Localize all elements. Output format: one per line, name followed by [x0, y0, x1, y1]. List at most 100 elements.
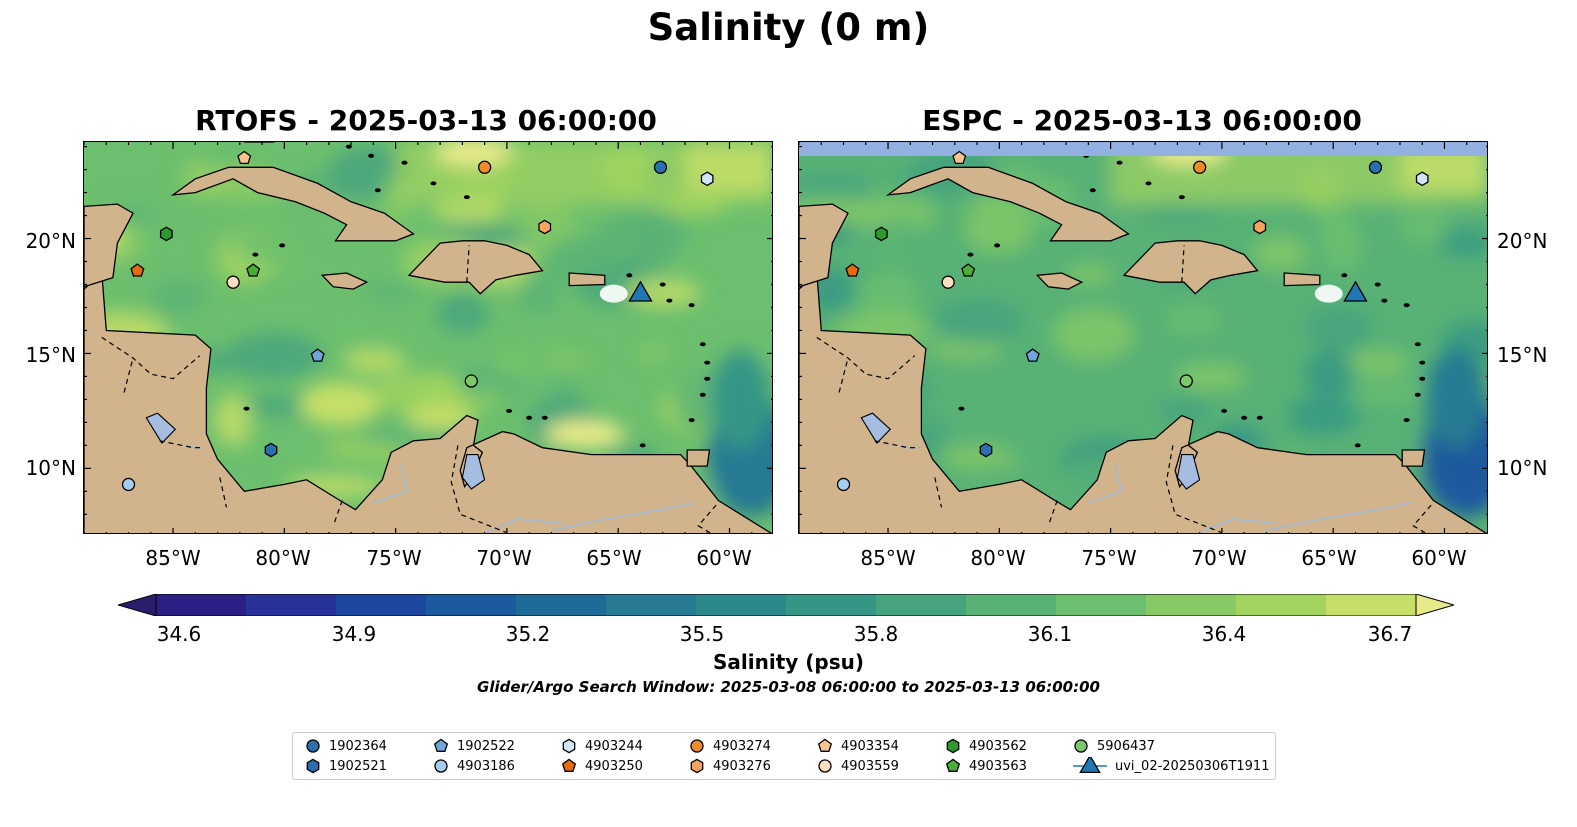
- espc-platform-1902364: [1368, 160, 1383, 174]
- legend-marker: [945, 758, 961, 772]
- rtofs-platform-uvi_02-20250306T1911: [628, 280, 653, 302]
- rtofs-platform-1902364: [653, 160, 668, 174]
- espc-platform-4903276: [1253, 219, 1267, 235]
- legend-marker: [817, 738, 833, 752]
- legend-item-4903186: 4903186: [433, 757, 515, 775]
- rtofs-panel-title: RTOFS - 2025-03-13 06:00:00: [195, 104, 657, 137]
- legend-label: 1902521: [329, 758, 387, 774]
- colorbar-tick-label: 34.6: [156, 622, 202, 646]
- espc-platform-uvi_02-20250306T1911: [1343, 280, 1368, 302]
- legend-label: 4903244: [585, 738, 643, 754]
- lon-label-65w: 65°W: [586, 546, 642, 570]
- legend-marker: [433, 738, 449, 752]
- lon-label-85w: 85°W: [145, 546, 201, 570]
- legend-item-1902522: 1902522: [433, 737, 515, 755]
- espc-land: [1035, 272, 1084, 290]
- lon-label-60w-right: 60°W: [1411, 546, 1467, 570]
- colorbar-bin: [1236, 594, 1327, 616]
- legend-label: 4903563: [969, 758, 1027, 774]
- legend-marker: [818, 759, 832, 773]
- rtofs-platform-4903276: [538, 219, 552, 235]
- lat-label-10n: 10°N: [25, 456, 76, 480]
- legend-item-uvi_02-20250306T1911: uvi_02-20250306T1911: [1073, 757, 1269, 775]
- espc-land: [799, 203, 849, 288]
- colorbar-tick-label: 36.7: [1367, 622, 1413, 646]
- colorbar-under-extension: [116, 593, 157, 617]
- lon-label-75w: 75°W: [366, 546, 422, 570]
- legend-item-4903563: 4903563: [945, 757, 1027, 775]
- rtofs-land: [407, 240, 544, 295]
- legend-label: uvi_02-20250306T1911: [1115, 758, 1270, 774]
- pentagon-marker-icon: [561, 758, 577, 772]
- platform-legend: 1902364 1902521 1902522 4903186 4903244 49032…: [292, 732, 1276, 780]
- lon-label-60w: 60°W: [696, 546, 752, 570]
- espc-land: [1283, 272, 1321, 287]
- espc-platform-4903354: [952, 150, 967, 165]
- lon-label-70w-right: 70°W: [1191, 546, 1247, 570]
- pentagon-marker-icon: [817, 738, 833, 752]
- rtofs-platform-4903559: [226, 275, 240, 289]
- espc-nodata-strip: [799, 142, 1487, 156]
- legend-marker: [1074, 739, 1088, 753]
- colorbar-bin: [966, 594, 1057, 616]
- espc-map[interactable]: [798, 141, 1488, 534]
- colorbar-bin: [336, 594, 427, 616]
- legend-marker: [562, 738, 576, 754]
- colorbar-bin: [516, 594, 607, 616]
- rtofs-platform-4903562: [159, 226, 173, 242]
- colorbar-tick-label: 36.4: [1201, 622, 1247, 646]
- circle-marker-icon: [306, 739, 320, 753]
- hexagon-marker-icon: [946, 738, 960, 754]
- colorbar-bin: [246, 594, 337, 616]
- circle-marker-icon: [434, 759, 448, 773]
- lat-label-20n-right: 20°N: [1497, 229, 1548, 253]
- colorbar-tick-label: 35.5: [679, 622, 725, 646]
- legend-item-1902521: 1902521: [305, 757, 387, 775]
- legend-item-5906437: 5906437: [1073, 737, 1155, 755]
- rtofs-platform-5906437: [464, 374, 478, 388]
- espc-platform-4903559: [941, 275, 955, 289]
- legend-label: 4903186: [457, 758, 515, 774]
- rtofs-platform-1902521: [264, 442, 278, 458]
- rtofs-platform-4903244: [700, 171, 714, 187]
- rtofs-land: [170, 166, 415, 242]
- colorbar-bin: [786, 594, 877, 616]
- espc-platform-5906437: [1179, 374, 1193, 388]
- legend-marker: [561, 758, 577, 772]
- rtofs-platform-4903354: [237, 150, 252, 165]
- colorbar-bin: [606, 594, 697, 616]
- legend-label: 1902522: [457, 738, 515, 754]
- colorbar-tick-label: 35.8: [853, 622, 899, 646]
- lon-label-85w-right: 85°W: [860, 546, 916, 570]
- legend-item-4903562: 4903562: [945, 737, 1027, 755]
- legend-label: 4903559: [841, 758, 899, 774]
- legend-item-1902364: 1902364: [305, 737, 387, 755]
- legend-label: 5906437: [1097, 738, 1155, 754]
- legend-label: 4903562: [969, 738, 1027, 754]
- espc-platform-4903562: [874, 226, 888, 242]
- espc-panel-title: ESPC - 2025-03-13 06:00:00: [922, 104, 1362, 137]
- rtofs-land: [320, 272, 369, 290]
- colorbar-bin: [156, 594, 247, 616]
- pentagon-marker-icon: [433, 738, 449, 752]
- circle-marker-icon: [818, 759, 832, 773]
- colorbar-bin: [1056, 594, 1147, 616]
- rtofs-platform-4903250: [130, 263, 145, 277]
- lon-label-65w-right: 65°W: [1301, 546, 1357, 570]
- legend-marker: [690, 739, 704, 753]
- legend-label: 4903276: [713, 758, 771, 774]
- legend-marker: [306, 758, 320, 774]
- rtofs-map[interactable]: [83, 141, 773, 534]
- legend-item-4903559: 4903559: [817, 757, 899, 775]
- legend-item-4903354: 4903354: [817, 737, 899, 755]
- espc-platform-4903250: [845, 263, 860, 277]
- legend-label: 4903354: [841, 738, 899, 754]
- colorbar-bin: [426, 594, 517, 616]
- legend-marker: [1079, 757, 1101, 774]
- pentagon-marker-icon: [945, 758, 961, 772]
- colorbar-tick-label: 36.1: [1027, 622, 1073, 646]
- lon-label-75w-right: 75°W: [1081, 546, 1137, 570]
- legend-marker: [946, 738, 960, 754]
- colorbar-tick-label: 34.9: [331, 622, 377, 646]
- legend-marker: [434, 759, 448, 773]
